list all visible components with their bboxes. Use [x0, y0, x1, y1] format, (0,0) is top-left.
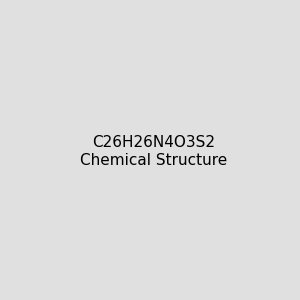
Text: C26H26N4O3S2
Chemical Structure: C26H26N4O3S2 Chemical Structure — [80, 135, 227, 168]
